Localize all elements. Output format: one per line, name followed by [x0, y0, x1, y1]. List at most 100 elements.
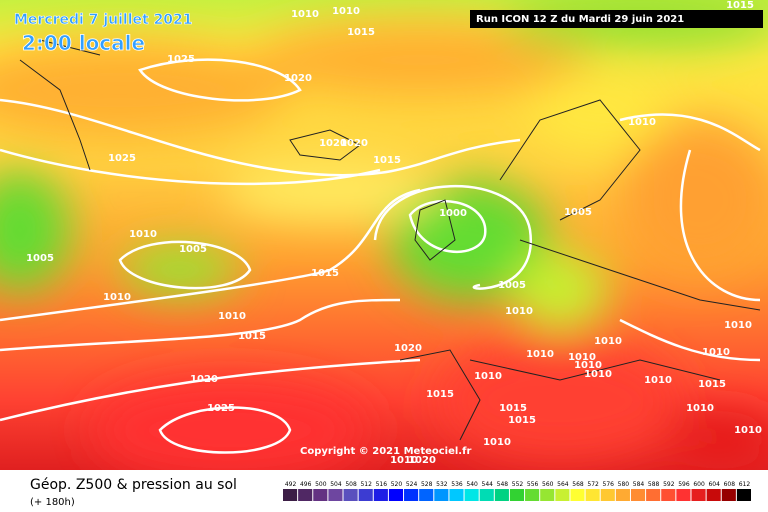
- scale-swatch: [464, 489, 479, 501]
- scale-swatch: [615, 489, 630, 501]
- scale-swatch: [600, 489, 615, 501]
- scale-value: 572: [587, 481, 599, 488]
- scale-value: 504: [330, 481, 342, 488]
- footer-lead: (+ 180h): [30, 497, 75, 508]
- scale-swatch: [419, 489, 434, 501]
- scale-value: 612: [739, 481, 751, 488]
- isobar-label: 1010: [734, 425, 762, 436]
- scale-swatch: [585, 489, 600, 501]
- scale-value: 564: [557, 481, 569, 488]
- scale-value: 532: [436, 481, 448, 488]
- scale-value: 604: [708, 481, 720, 488]
- isobar-label: 1020: [408, 455, 436, 466]
- isobar-label: 1020: [319, 138, 347, 149]
- isobar-label: 1010: [218, 311, 246, 322]
- coastlines: [19, 39, 761, 441]
- isobar-label: 1010: [574, 360, 602, 371]
- isobar-label: 1010: [526, 349, 554, 360]
- isobar-label: 1010: [724, 320, 752, 331]
- scale-swatch: [313, 489, 328, 501]
- scale-value: 536: [451, 481, 463, 488]
- scale-swatch: [404, 489, 419, 501]
- scale-value: 588: [648, 481, 660, 488]
- scale-value: 568: [572, 481, 584, 488]
- isobar-label: 1010: [390, 455, 418, 466]
- scale-swatch: [328, 489, 343, 501]
- isobar-label: 1015: [373, 155, 401, 166]
- isobar-label: 1015: [726, 0, 754, 11]
- scale-value: 496: [300, 481, 312, 488]
- scale-value: 560: [542, 481, 554, 488]
- isobar-label: 1025: [207, 403, 235, 414]
- date: Mercredi 7 juillet 2021: [14, 12, 193, 28]
- scale-value: 520: [391, 481, 403, 488]
- isobar-label: 1010: [129, 229, 157, 240]
- scale-swatch: [555, 489, 570, 501]
- scale-swatch: [283, 489, 298, 501]
- isobar-label: 1020: [394, 343, 422, 354]
- scale-value: 608: [724, 481, 736, 488]
- isobar-label: 1015: [238, 331, 266, 342]
- isobar-label: 1010: [686, 403, 714, 414]
- scale-swatch: [676, 489, 691, 501]
- scale-swatch: [630, 489, 646, 501]
- color-scale: 492 496 500 504 508 512 516 520 524 528 532 536 540 5…: [283, 481, 751, 501]
- scale-swatch: [525, 489, 540, 501]
- scale-value: 540: [466, 481, 478, 488]
- scale-swatch: [570, 489, 585, 501]
- isobar-label: 1005: [179, 244, 207, 255]
- isobar-label: 1015: [698, 379, 726, 390]
- scale-swatch: [691, 489, 706, 501]
- copyright: Copyright © 2021 Meteociel.fr: [300, 446, 471, 457]
- isobar-label: 1010: [474, 371, 502, 382]
- scale-swatch: [721, 489, 736, 501]
- scale-value: 584: [633, 481, 645, 488]
- scale-swatch: [646, 489, 661, 501]
- isobar-label: 1020: [284, 73, 312, 84]
- scale-swatch: [343, 489, 358, 501]
- isobar-label: 1000: [439, 208, 467, 219]
- scale-value: 596: [678, 481, 690, 488]
- isobar-label: 1010: [594, 336, 622, 347]
- scale-swatch: [434, 489, 449, 501]
- scale-value: 592: [663, 481, 675, 488]
- isobar-label: 1010: [584, 369, 612, 380]
- isobars: [0, 58, 761, 454]
- isobar-label: 1025: [167, 54, 195, 65]
- isobar-label: 1010: [291, 9, 319, 20]
- scale-value: 524: [406, 481, 418, 488]
- isobar-label: 1010: [644, 375, 672, 386]
- scale-value: 556: [527, 481, 539, 488]
- scale-swatch: [479, 489, 494, 501]
- run-box: [470, 10, 763, 28]
- scale-swatch: [706, 489, 721, 501]
- scale-swatch: [661, 489, 676, 501]
- scale-swatch: [298, 489, 313, 501]
- isobar-label: 1010: [483, 437, 511, 448]
- isobar-label: 1010: [628, 117, 656, 128]
- run: Run ICON 12 Z du Mardi 29 juin 2021: [476, 14, 684, 25]
- scale-swatch: [373, 489, 388, 501]
- isobar-label: 1020: [190, 374, 218, 385]
- isobar-label: 1010: [568, 352, 596, 363]
- isobar-label: 1010: [103, 292, 131, 303]
- scale-value: 548: [497, 481, 509, 488]
- scale-value: 492: [285, 481, 297, 488]
- isobar-label: 1015: [426, 389, 454, 400]
- isobar-labels: 1010 101010151025102010251020102010151010…: [26, 0, 762, 466]
- scale-swatch: [494, 489, 509, 501]
- scale-swatch: [509, 489, 525, 501]
- scale-value: 544: [482, 481, 494, 488]
- scale-value: 576: [603, 481, 615, 488]
- scale-value: 512: [360, 481, 372, 488]
- scale-value: 600: [693, 481, 705, 488]
- scale-value: 528: [421, 481, 433, 488]
- scale-value: 508: [345, 481, 357, 488]
- scale-value: 552: [512, 481, 524, 488]
- isobar-label: 1005: [564, 207, 592, 218]
- isobar-label: 1015: [499, 403, 527, 414]
- scale-value: 580: [618, 481, 630, 488]
- isobar-label: 1005: [26, 253, 54, 264]
